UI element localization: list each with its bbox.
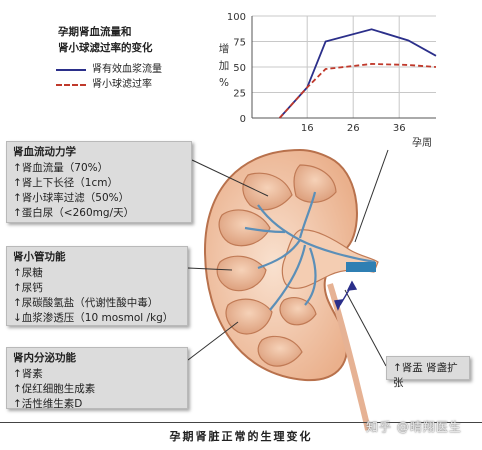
renal-artery-stub bbox=[346, 262, 376, 272]
endocrine-item: ↑促红细胞生成素 bbox=[13, 383, 96, 395]
legend-title-line-1: 孕期肾血流量和 bbox=[58, 26, 132, 38]
y-axis-label-char: 加 bbox=[219, 60, 230, 72]
y-tick-label: 25 bbox=[233, 89, 246, 100]
tubular-item: ↑尿碳酸氢盐（代谢性酸中毒） bbox=[13, 297, 159, 309]
renal-pelvis bbox=[281, 229, 379, 289]
pelvis-dilation-box: ↑肾盂 肾盏扩张 bbox=[386, 356, 470, 389]
legend-swatch-solid bbox=[56, 68, 86, 71]
legend-label-rpf: 肾有效血浆流量 bbox=[92, 64, 162, 75]
tubular-function-box: 肾小管功能 ↑尿糖 ↑尿钙 ↑尿碳酸氢盐（代谢性酸中毒） ↓血浆渗透压（10 m… bbox=[6, 246, 188, 326]
endocrine-function-box: 肾内分泌功能 ↑肾素 ↑促红细胞生成素 ↑活性维生素D bbox=[6, 347, 188, 410]
hemodynamics-box: 肾血流动力学 ↑肾血流量（70%） ↑肾上下长径（1cm） ↑肾小球率过滤（50… bbox=[6, 141, 192, 223]
x-tick-label: 36 bbox=[393, 123, 406, 134]
pelvis-dilation-label: ↑肾盂 肾盏扩张 bbox=[393, 362, 458, 389]
hemodynamics-item: ↑蛋白尿（<260mg/天） bbox=[13, 207, 135, 219]
legend-label-gfr: 肾小球滤过率 bbox=[92, 79, 152, 90]
y-axis-label-char: 增 bbox=[219, 42, 230, 55]
legend-title-line-2: 肾小球滤过率的变化 bbox=[58, 42, 153, 54]
renal-vessels bbox=[244, 191, 376, 311]
chart-labels: 100 75 50 25 0 16 26 36 增加% 孕周 bbox=[219, 12, 432, 149]
y-tick-label: 0 bbox=[240, 114, 246, 125]
dilation-arrow bbox=[334, 280, 358, 311]
renal-pyramids bbox=[216, 164, 337, 367]
legend-title: 孕期肾血流量和 肾小球滤过率的变化 bbox=[58, 24, 153, 56]
endocrine-item: ↑肾素 bbox=[13, 368, 43, 380]
y-tick-label: 75 bbox=[233, 38, 246, 49]
line-chart: 100 75 50 25 0 16 26 36 增加% 孕周 bbox=[219, 12, 437, 149]
legend-swatch-dashed bbox=[56, 83, 86, 86]
series-line bbox=[278, 63, 437, 119]
y-tick-label: 100 bbox=[227, 12, 246, 23]
y-tick-label: 50 bbox=[233, 63, 246, 74]
hemodynamics-item: ↑肾小球率过滤（50%） bbox=[13, 192, 130, 204]
chart-series bbox=[278, 28, 437, 119]
x-tick-label: 16 bbox=[301, 123, 314, 134]
hemodynamics-item: ↑肾血流量（70%） bbox=[13, 162, 109, 174]
tubular-item: ↑尿糖 bbox=[13, 267, 43, 279]
callout-lines bbox=[187, 149, 389, 367]
tubular-item: ↑尿钙 bbox=[13, 282, 43, 294]
hemodynamics-title: 肾血流动力学 bbox=[13, 146, 76, 158]
caption-divider bbox=[0, 422, 482, 423]
legend-item-gfr: 肾小球滤过率 bbox=[56, 77, 162, 92]
x-axis-label: 孕周 bbox=[412, 137, 432, 149]
watermark: 知乎 @晴翔医生 bbox=[366, 420, 462, 434]
y-axis-label-char: % bbox=[219, 77, 229, 89]
endocrine-title: 肾内分泌功能 bbox=[13, 352, 76, 364]
tubular-title: 肾小管功能 bbox=[13, 251, 66, 263]
endocrine-item: ↑活性维生素D bbox=[13, 398, 83, 410]
chart-legend: 肾有效血浆流量 肾小球滤过率 bbox=[56, 62, 162, 92]
x-tick-label: 26 bbox=[347, 123, 360, 134]
chart-axes bbox=[251, 16, 436, 119]
figure-caption: 孕期肾脏正常的生理变化 bbox=[169, 430, 313, 443]
hemodynamics-item: ↑肾上下长径（1cm） bbox=[13, 177, 118, 189]
legend-item-rpf: 肾有效血浆流量 bbox=[56, 62, 162, 77]
tubular-item: ↓血浆渗透压（10 mosmol /kg） bbox=[13, 312, 174, 324]
